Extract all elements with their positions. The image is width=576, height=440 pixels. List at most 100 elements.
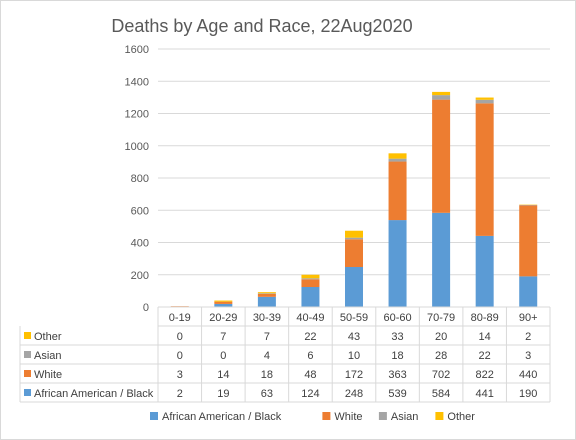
x-category-label: 0-19 [169,312,191,324]
bar-segment [214,300,233,302]
table-value: 22 [304,331,316,343]
legend-label: White [334,411,362,423]
table-legend-key [24,370,31,377]
table-value: 14 [479,331,491,343]
y-tick-label: 1600 [125,44,149,56]
bar-segment [388,158,407,162]
bar-segment [301,278,320,280]
x-category-label: 40-49 [296,312,324,324]
bar-segment [475,235,494,307]
table-legend-key [24,389,31,396]
y-tick-label: 0 [143,302,149,314]
x-category-label: 30-39 [253,312,281,324]
bar-segment [257,292,276,294]
bar-segment [257,296,276,307]
table-value: 22 [479,350,491,362]
bar-segment [301,279,320,288]
y-tick-label: 1400 [125,76,149,88]
table-row-label: Other [34,331,62,343]
table-value: 4 [264,350,270,362]
table-value: 172 [345,369,363,381]
table-value: 190 [519,388,537,400]
legend-key [435,412,444,420]
y-tick-label: 200 [131,270,149,282]
table-row-label: White [34,369,62,381]
bar-segment [257,293,276,294]
table-value: 702 [432,369,450,381]
table-value: 33 [391,331,403,343]
table-value: 3 [525,350,531,362]
table-value: 363 [388,369,406,381]
bar-segment [432,212,451,307]
table-value: 7 [220,331,226,343]
table-value: 6 [307,350,313,362]
table-value: 28 [435,350,447,362]
bar-segment [214,303,233,307]
table-value: 441 [475,388,493,400]
bar-segment [257,293,276,297]
bar-segment [214,301,233,304]
table-value: 822 [475,369,493,381]
legend-key [150,412,158,420]
table-value: 10 [348,350,360,362]
x-category-label: 70-79 [427,312,455,324]
bar-segment [432,99,451,213]
bar-segment [345,230,363,238]
bar-segment [432,95,451,100]
legend-label: African American / Black [162,411,282,423]
bar-segment [475,103,494,236]
x-category-label: 90+ [519,312,538,324]
bar-segment [519,205,538,277]
table-value: 48 [304,369,316,381]
y-tick-label: 1200 [125,109,149,121]
x-category-label: 60-60 [383,312,411,324]
y-tick-label: 800 [131,173,149,185]
table-legend-key [24,332,31,339]
table-value: 440 [519,369,537,381]
x-category-label: 20-29 [209,312,237,324]
table-value: 3 [177,369,183,381]
bar-segment [345,267,363,307]
table-row-label: African American / Black [34,388,154,400]
table-value: 14 [217,369,229,381]
table-value: 20 [435,331,447,343]
table-value: 43 [348,331,360,343]
bar-segment [475,97,494,100]
bar-segment [388,153,407,159]
table-value: 2 [525,331,531,343]
table-value: 7 [264,331,270,343]
x-category-label: 80-89 [471,312,499,324]
table-row-label: Asian [34,350,62,362]
table-value: 63 [261,388,273,400]
bar-segment [301,274,320,279]
bar-segment [301,287,320,307]
table-value: 539 [388,388,406,400]
table-value: 0 [220,350,226,362]
bar-segment [345,239,363,268]
table-value: 2 [177,388,183,400]
table-value: 0 [177,350,183,362]
y-tick-label: 1000 [125,141,149,153]
table-value: 124 [301,388,319,400]
x-category-label: 50-59 [340,312,368,324]
legend-key [322,412,331,420]
y-tick-label: 400 [131,238,149,250]
bar-segment [475,99,494,104]
y-tick-label: 600 [131,205,149,217]
bar-segment [432,91,451,96]
bar-segment [519,276,538,307]
table-value: 19 [217,388,229,400]
legend-key [378,412,387,420]
table-value: 248 [345,388,363,400]
table-value: 18 [391,350,403,362]
legend-label: Other [447,411,475,423]
table-value: 18 [261,369,273,381]
bar-segment [388,161,407,221]
table-value: 584 [432,388,450,400]
legend-label: Asian [391,411,419,423]
chart-title: Deaths by Age and Race, 22Aug2020 [111,16,412,36]
bar-segment [345,237,363,240]
bar-segment [388,220,407,307]
table-legend-key [24,351,31,358]
